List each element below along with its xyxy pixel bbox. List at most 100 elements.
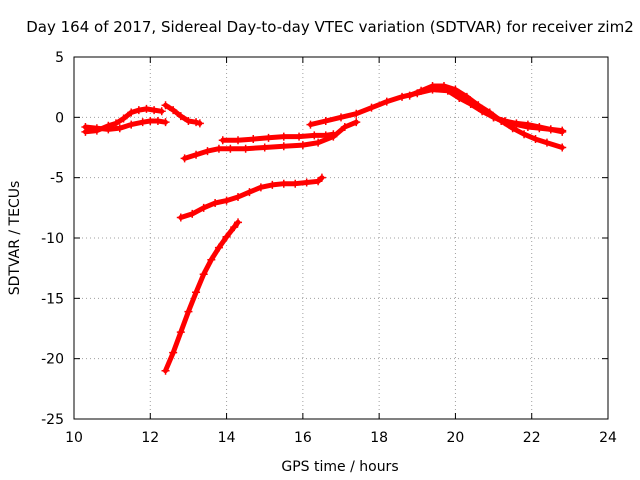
x-tick-label: 12 [141, 430, 159, 446]
data-point [176, 213, 185, 222]
data-point [214, 243, 223, 252]
data-point [317, 173, 326, 182]
series-arc5 [218, 130, 338, 145]
data-point [81, 127, 90, 136]
data-point [417, 86, 426, 95]
data-point [161, 366, 170, 375]
data-point [184, 116, 193, 125]
data-point [264, 133, 273, 142]
data-point [192, 288, 201, 297]
series-band [163, 102, 203, 126]
data-point [211, 199, 220, 208]
y-tick-label: -15 [41, 291, 64, 307]
data-point [398, 92, 407, 101]
data-point [508, 124, 517, 133]
data-point [195, 119, 204, 128]
data-point [222, 232, 231, 241]
data-point [192, 150, 201, 159]
data-point [279, 132, 288, 141]
x-tick-label: 16 [294, 430, 312, 446]
data-point [199, 203, 208, 212]
data-point [115, 124, 124, 133]
data-point [501, 116, 510, 125]
data-point [558, 143, 567, 152]
data-point [478, 106, 487, 115]
x-tick-label: 10 [65, 430, 83, 446]
y-tick-label: -5 [50, 171, 64, 187]
series-arc4 [180, 118, 361, 163]
data-point [157, 107, 166, 116]
data-point [531, 135, 540, 144]
data-point [546, 125, 555, 134]
data-point [180, 154, 189, 163]
data-point [314, 177, 323, 186]
chart-title: Day 164 of 2017, Sidereal Day-to-day VTE… [26, 18, 634, 36]
y-tick-label: 5 [55, 50, 64, 66]
data-point [352, 109, 361, 118]
data-point [489, 113, 498, 122]
data-point [298, 141, 307, 150]
series-arc7 [161, 218, 243, 375]
data-point [382, 97, 391, 106]
x-tick-label: 22 [523, 430, 541, 446]
x-axis-ticks: 10 12 14 16 18 20 22 24 [65, 57, 617, 446]
data-point [222, 196, 231, 205]
data-point [169, 106, 178, 115]
x-tick-label: 20 [447, 430, 465, 446]
data-point [153, 116, 162, 125]
x-tick-label: 24 [599, 430, 617, 446]
data-point [523, 120, 532, 129]
data-point [146, 116, 155, 125]
y-tick-label: -10 [41, 231, 64, 247]
data-point [295, 132, 304, 141]
y-axis-label: SDTVAR / TECUs [7, 181, 23, 296]
data-point [337, 113, 345, 122]
data-point [260, 143, 269, 152]
data-series [81, 81, 567, 375]
data-point [279, 179, 288, 188]
data-point [230, 223, 239, 232]
data-point [192, 118, 201, 127]
data-point [329, 130, 338, 139]
series-band [407, 83, 565, 150]
data-point [161, 101, 170, 110]
series-band [163, 219, 241, 374]
series-band [178, 175, 325, 220]
data-point [111, 119, 120, 128]
y-tick-label: -25 [41, 412, 64, 428]
data-point [226, 144, 235, 153]
data-point [455, 90, 464, 99]
data-point [188, 209, 197, 218]
data-point [150, 106, 159, 115]
series-band [182, 119, 359, 161]
series-arc3 [161, 101, 204, 128]
data-point [92, 126, 101, 135]
series-arc6 [176, 173, 326, 222]
data-point [142, 104, 151, 113]
data-point [367, 103, 376, 112]
data-point [119, 114, 128, 123]
data-point [268, 180, 277, 189]
data-point [310, 131, 319, 140]
data-point [161, 118, 170, 127]
data-point [234, 218, 243, 227]
data-point [127, 120, 136, 129]
data-point [127, 108, 136, 117]
data-point [512, 119, 521, 128]
data-point [340, 122, 349, 131]
data-point [134, 106, 143, 115]
data-point [218, 136, 227, 145]
data-point [535, 122, 544, 131]
data-point [104, 121, 113, 130]
data-point [352, 118, 361, 127]
data-point [321, 131, 330, 140]
data-point [558, 127, 567, 136]
data-point [234, 136, 243, 145]
data-point [138, 118, 147, 127]
data-point [520, 130, 529, 139]
data-point [279, 142, 288, 151]
data-point [249, 135, 258, 144]
data-point [203, 147, 212, 156]
